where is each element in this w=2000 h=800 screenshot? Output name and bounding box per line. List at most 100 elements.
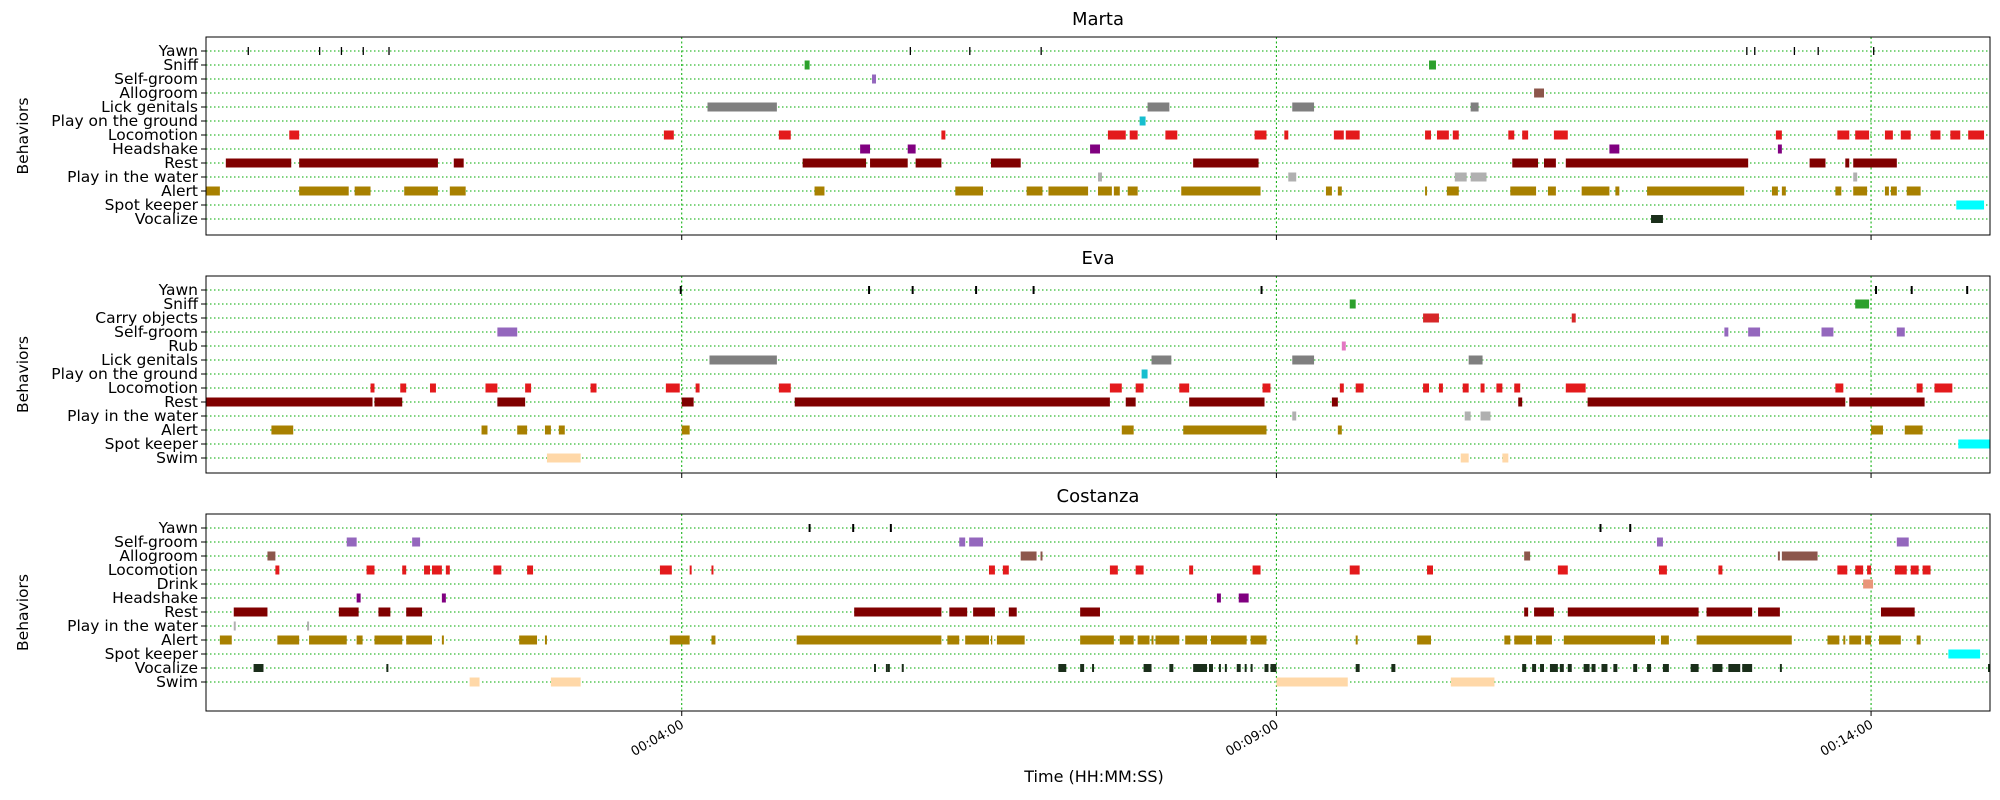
bar-alert bbox=[1865, 635, 1872, 645]
bar-alert bbox=[947, 635, 960, 645]
bar-rest bbox=[681, 397, 694, 407]
behavior-label-headshake: Headshake bbox=[112, 589, 198, 607]
bar-vocalize bbox=[1690, 664, 1699, 672]
bar-rest bbox=[870, 158, 908, 168]
bar-locomotion bbox=[778, 130, 791, 140]
bar-locomotion bbox=[1553, 130, 1568, 140]
bar-locomotion bbox=[1189, 565, 1194, 575]
bar-alert bbox=[1843, 635, 1846, 645]
bar-alert bbox=[796, 635, 942, 645]
bar-locomotion bbox=[663, 130, 674, 140]
bar-vocalize bbox=[1633, 664, 1638, 672]
x-tick-label: 00:04:00 bbox=[629, 717, 687, 759]
behavior-label-sniff: Sniff bbox=[163, 56, 198, 74]
bar-alert bbox=[814, 186, 825, 196]
bar-headshake bbox=[1238, 593, 1249, 603]
bar-rest bbox=[990, 158, 1021, 168]
bar-alert bbox=[681, 425, 690, 435]
bar-yawn bbox=[1873, 47, 1875, 55]
bar-locomotion bbox=[1922, 565, 1931, 575]
behavior-label-spot-keeper: Spot keeper bbox=[105, 645, 199, 663]
bar-alert bbox=[1337, 186, 1342, 196]
bar-locomotion bbox=[1968, 130, 1985, 140]
bar-locomotion bbox=[1438, 383, 1443, 393]
bar-vocalize bbox=[1988, 664, 1990, 672]
bar-locomotion bbox=[1900, 130, 1911, 140]
bar-alert bbox=[1121, 425, 1134, 435]
bar-locomotion bbox=[275, 565, 280, 575]
bar-alert bbox=[449, 186, 466, 196]
bar-alert bbox=[711, 635, 716, 645]
bar-locomotion bbox=[1427, 565, 1433, 575]
bar-headshake bbox=[860, 144, 871, 154]
bar-vocalize bbox=[1236, 664, 1241, 672]
bar-alert bbox=[277, 635, 300, 645]
bar-alert bbox=[1185, 635, 1208, 645]
bar-alert bbox=[1098, 186, 1112, 196]
bar-rest bbox=[915, 158, 942, 168]
behavior-label-play-in-the-water: Play in the water bbox=[67, 168, 198, 186]
bar-alert bbox=[1835, 186, 1842, 196]
bar-allogroom bbox=[1524, 551, 1531, 561]
bar-spot-keeper bbox=[1956, 200, 1985, 210]
bar-locomotion bbox=[445, 565, 450, 575]
bar-vocalize bbox=[386, 664, 389, 672]
bar-play-in-the-water bbox=[1470, 172, 1487, 182]
bar-locomotion bbox=[431, 565, 442, 575]
bar-alert bbox=[1080, 635, 1114, 645]
bar-yawn bbox=[889, 524, 892, 532]
bar-vocalize bbox=[887, 664, 890, 672]
behavior-label-play-on-the-ground: Play on the ground bbox=[51, 365, 198, 383]
behavior-label-play-on-the-ground: Play on the ground bbox=[51, 112, 198, 130]
bar-alert bbox=[1853, 186, 1868, 196]
bar-alert bbox=[1325, 186, 1332, 196]
bar-alert bbox=[1696, 635, 1792, 645]
bar-alert bbox=[1119, 635, 1134, 645]
bar-vocalize bbox=[901, 664, 904, 672]
bar-locomotion bbox=[1837, 130, 1850, 140]
bar-alert bbox=[404, 186, 438, 196]
bar-locomotion bbox=[1135, 565, 1144, 575]
bar-vocalize bbox=[1728, 664, 1741, 672]
bar-alert bbox=[1137, 635, 1150, 645]
x-axis-ticks: 00:04:00 00:09:00 00:14:00 bbox=[629, 717, 1876, 759]
bar-locomotion bbox=[778, 383, 791, 393]
bar-lick-genitals bbox=[707, 102, 777, 112]
panel-costanza: Costanza Behaviors YawnSelf-groomAllogroom… bbox=[14, 486, 1991, 716]
bar-allogroom bbox=[1781, 551, 1818, 561]
bar-self-groom bbox=[1896, 327, 1905, 337]
behavior-label-alert: Alert bbox=[161, 182, 198, 200]
bar-locomotion bbox=[366, 565, 375, 575]
bar-vocalize bbox=[1391, 664, 1396, 672]
bar-locomotion bbox=[1339, 383, 1344, 393]
bar-vocalize bbox=[1270, 664, 1277, 672]
bar-alert bbox=[1563, 635, 1656, 645]
bar-locomotion bbox=[665, 383, 680, 393]
bar-alert bbox=[219, 635, 232, 645]
bar-yawn bbox=[1032, 286, 1035, 294]
bar-rest bbox=[1587, 397, 1846, 407]
bar-drink bbox=[1863, 579, 1874, 589]
bar-locomotion bbox=[1355, 383, 1364, 393]
bar-alert bbox=[1181, 186, 1261, 196]
bar-vocalize bbox=[874, 664, 876, 672]
behavior-label-swim: Swim bbox=[156, 449, 198, 467]
behavior-label-locomotion: Locomotion bbox=[108, 126, 198, 144]
bar-self-groom bbox=[1821, 327, 1834, 337]
bar-alert bbox=[1547, 186, 1556, 196]
bar-locomotion bbox=[1425, 130, 1432, 140]
behavior-label-locomotion: Locomotion bbox=[108, 561, 198, 579]
bar-locomotion bbox=[1345, 130, 1360, 140]
bar-yawn bbox=[362, 47, 364, 55]
bar-locomotion bbox=[1179, 383, 1190, 393]
bar-alert bbox=[965, 635, 989, 645]
bar-rest bbox=[406, 607, 423, 617]
bar-self-groom bbox=[1896, 537, 1909, 547]
bar-self-groom bbox=[1656, 537, 1663, 547]
bar-vocalize bbox=[1567, 664, 1572, 672]
bar-vocalize bbox=[1712, 664, 1719, 672]
bar-locomotion bbox=[659, 565, 672, 575]
bar-rest bbox=[1758, 607, 1780, 617]
bar-lick-genitals bbox=[1151, 355, 1172, 365]
bar-locomotion bbox=[1129, 130, 1138, 140]
